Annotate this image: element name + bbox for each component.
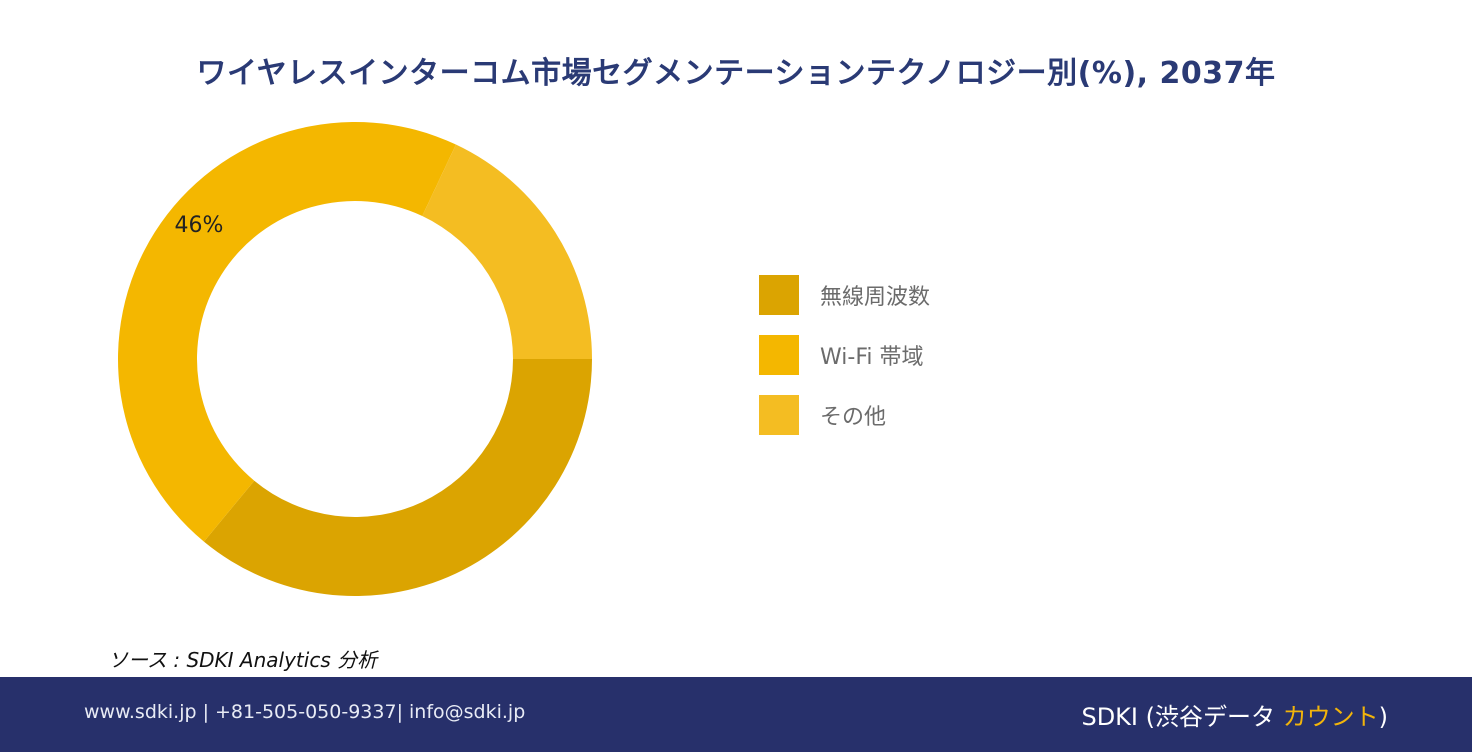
- slice-other: [422, 144, 592, 359]
- footer-contact: www.sdki.jp | +81-505-050-9337| info@sdk…: [84, 701, 526, 723]
- brand-main: SDKI (渋谷データ: [1081, 703, 1283, 731]
- donut-labels: 46%: [175, 213, 224, 238]
- brand-close: ): [1378, 703, 1388, 731]
- brand-accent: カウント: [1282, 703, 1379, 731]
- legend-label-rf: 無線周波数: [820, 285, 931, 310]
- legend-swatch-rf: [759, 275, 799, 315]
- legend-label-wifi: Wi-Fi 帯域: [820, 345, 924, 370]
- slice-wifi: [118, 121, 456, 542]
- legend-item-wifi: Wi-Fi 帯域: [759, 334, 930, 376]
- legend-item-rf: 無線周波数: [759, 274, 930, 316]
- donut-slices: [118, 121, 592, 596]
- source-note: ソース : SDKI Analytics 分析: [108, 648, 378, 672]
- legend-label-other: その他: [820, 405, 887, 430]
- legend-swatch-other: [759, 395, 799, 435]
- chart-title: ワイヤレスインターコム市場セグメンテーションテクノロジー別(%), 2037年: [196, 56, 1276, 91]
- legend-item-other: その他: [759, 394, 930, 436]
- footer-bar: www.sdki.jp | +81-505-050-9337| info@sdk…: [0, 677, 1472, 752]
- label-wifi: 46%: [175, 213, 224, 238]
- legend-swatch-wifi: [759, 335, 799, 375]
- chart-legend: 無線周波数 Wi-Fi 帯域 その他: [759, 274, 930, 454]
- footer-brand: SDKI (渋谷データ カウント): [1081, 697, 1388, 732]
- slice-rf: [203, 359, 592, 596]
